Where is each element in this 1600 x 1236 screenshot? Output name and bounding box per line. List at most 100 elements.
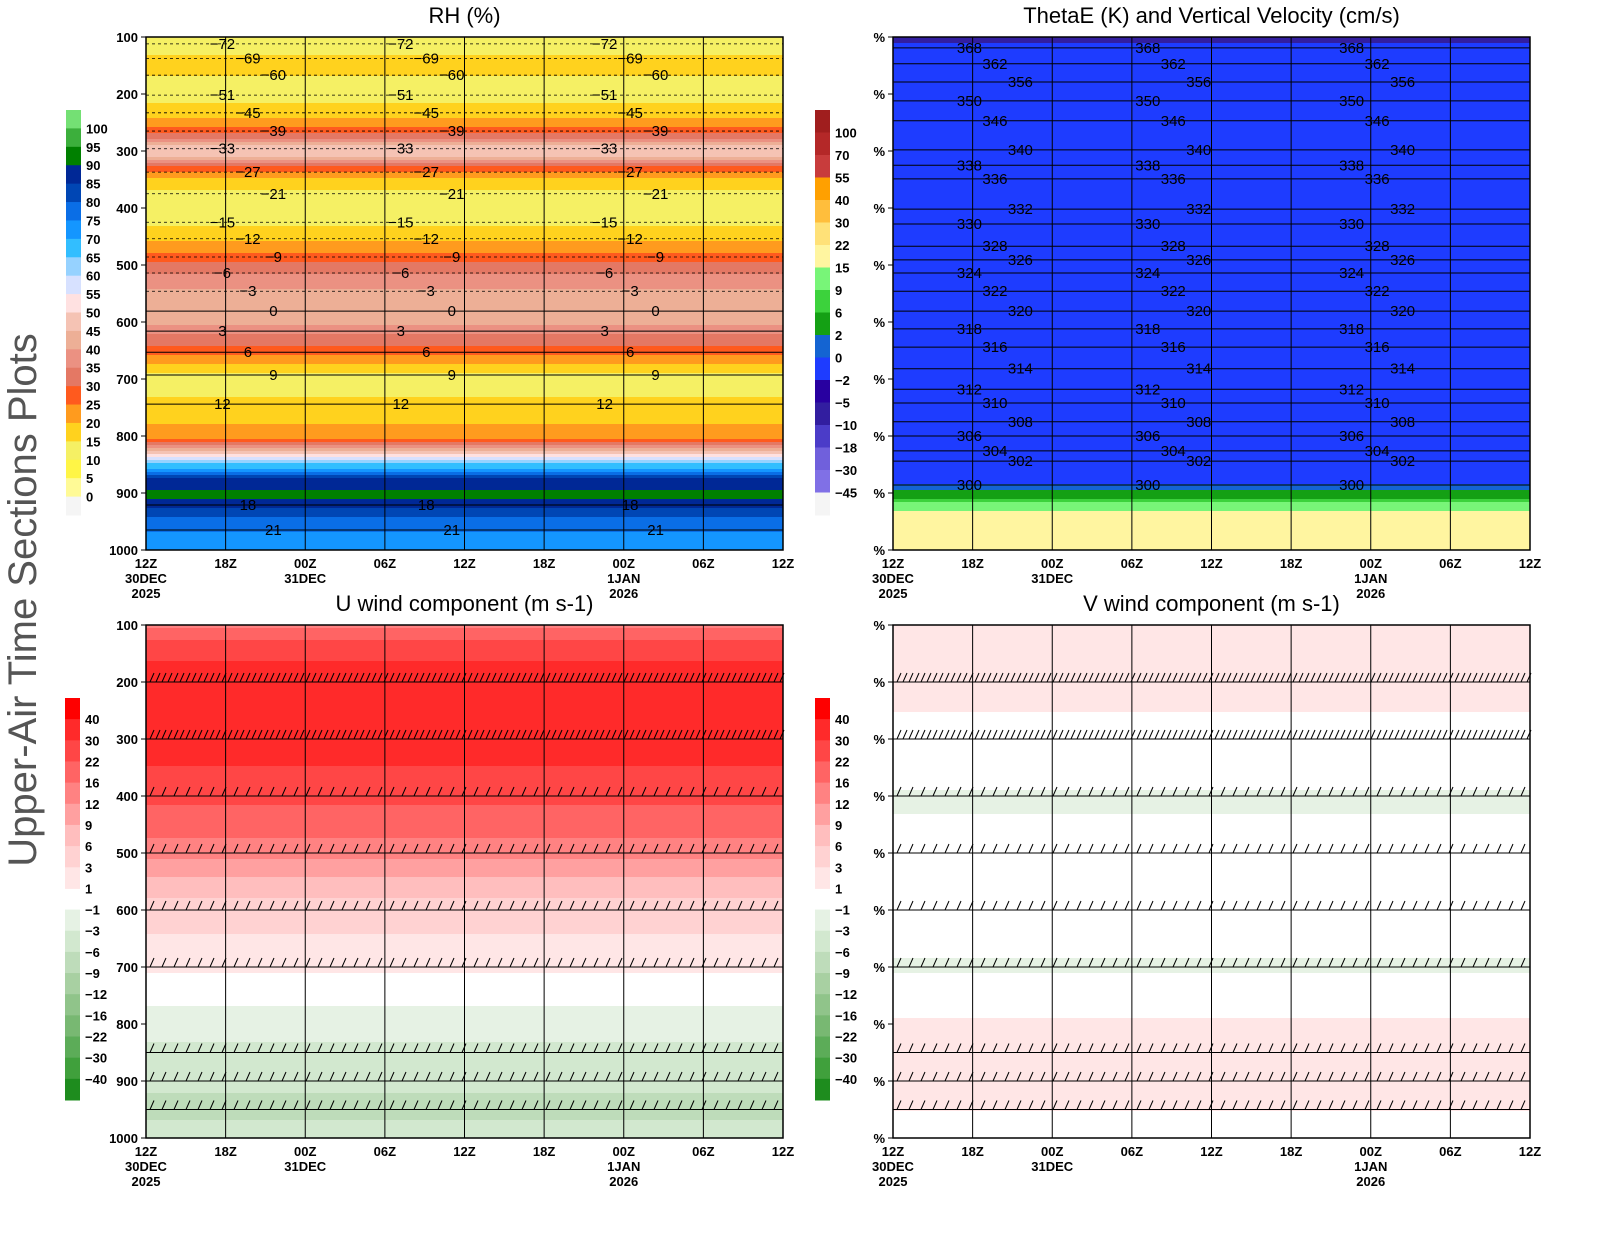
wind-barb [449, 957, 455, 968]
wind-barb [1388, 1071, 1394, 1082]
wind-barb [515, 672, 521, 683]
wind-barb [1232, 672, 1238, 683]
wind-barb [1280, 1043, 1286, 1053]
wind-barb [944, 672, 950, 683]
wind-barb [920, 729, 926, 740]
wind-barb [1346, 672, 1352, 683]
wind-barb [245, 1071, 251, 1082]
y-tick-label: 200 [116, 87, 138, 102]
x-tick-label: 12Z [135, 1144, 157, 1159]
wind-barb [1316, 1100, 1322, 1110]
wind-barb [1460, 843, 1466, 854]
wind-barb [1220, 1100, 1226, 1110]
wind-barb [377, 843, 383, 854]
wind-barb [1088, 900, 1094, 911]
wind-barb [545, 786, 551, 797]
contour-label: 21 [265, 522, 282, 539]
y-tick-label: % [873, 258, 885, 273]
wind-barb [1040, 1043, 1046, 1053]
wind-barb [1484, 672, 1490, 683]
contour-label: 340 [1186, 142, 1211, 159]
wind-barb [269, 1071, 275, 1082]
y-tick-label: 900 [116, 486, 138, 501]
wind-barb [173, 672, 179, 683]
wind-barb [449, 729, 455, 740]
wind-barb [1124, 843, 1130, 854]
wind-barb [401, 843, 407, 854]
wind-barb [713, 1071, 719, 1082]
wind-barb [281, 843, 287, 854]
wind-barb [449, 1043, 455, 1053]
y-tick-label: % [873, 87, 885, 102]
wind-barb [1412, 729, 1418, 740]
colorbar-box [815, 447, 830, 471]
wind-barb [497, 1100, 503, 1110]
wind-barb [1220, 729, 1226, 740]
wind-barb [1064, 1043, 1070, 1053]
wind-barb [1070, 729, 1076, 740]
wind-barb [365, 786, 371, 797]
wind-barb [1436, 729, 1442, 740]
wind-barb [1460, 957, 1466, 968]
wind-barb [317, 1043, 323, 1053]
wind-barb [1520, 900, 1526, 911]
wind-barb [389, 1100, 395, 1110]
wind-barb [491, 729, 497, 740]
contour-label: 308 [1186, 414, 1211, 431]
x-tick-label: 18Z [533, 556, 555, 571]
y-tick-label: % [873, 201, 885, 216]
colorbar-box [66, 330, 81, 350]
colorbar-box [65, 909, 80, 932]
wind-barb [377, 1100, 383, 1110]
wind-barb [281, 786, 287, 797]
wind-barb [329, 843, 335, 854]
wind-barb [1310, 729, 1316, 740]
wind-barb [467, 729, 473, 740]
wind-barb [677, 729, 683, 740]
wind-barb [1292, 843, 1298, 854]
wind-barb [701, 843, 707, 854]
y-tick-label: % [873, 1131, 885, 1146]
colorbar-box [815, 132, 830, 156]
wind-barb [1448, 672, 1454, 683]
contour-label: 306 [957, 428, 982, 445]
contour-label: 350 [1135, 93, 1160, 110]
wind-barb [377, 1043, 383, 1053]
wind-barb [689, 843, 695, 854]
wind-barb [593, 729, 599, 740]
wind-barb [161, 1043, 167, 1053]
wind-barb [992, 672, 998, 683]
wind-barb [149, 1043, 155, 1053]
wind-barb [341, 672, 347, 683]
wind-barb [713, 786, 719, 797]
wind-barb [1418, 729, 1424, 740]
x-tick-label: 2026 [609, 1174, 638, 1189]
wind-barb [545, 843, 551, 854]
wind-barb [980, 672, 986, 683]
wind-barb [245, 672, 251, 683]
wind-barb [1028, 786, 1034, 797]
wind-barb [1472, 729, 1478, 740]
wind-barb [197, 786, 203, 797]
wind-barb [1304, 786, 1310, 797]
colorbar-label: −12 [85, 987, 107, 1002]
wind-barb [1016, 957, 1022, 968]
x-tick-label: 00Z [294, 1144, 316, 1159]
wind-barb [365, 900, 371, 911]
wind-barb [1118, 672, 1124, 683]
wind-barb [1436, 672, 1442, 683]
wind-barb [317, 672, 323, 683]
colorbar-box [815, 267, 830, 291]
wind-barb [1406, 729, 1412, 740]
wind-barb [515, 729, 521, 740]
wind-barb [209, 1071, 215, 1082]
wind-barb [1010, 729, 1016, 740]
x-tick-label: 12Z [453, 556, 475, 571]
wind-barb [1424, 786, 1430, 797]
colorbar-label: 16 [85, 776, 99, 791]
colorbar-box [65, 930, 80, 953]
wind-barb [389, 957, 395, 968]
wind-barb [353, 957, 359, 968]
wind-barb [1472, 1043, 1478, 1053]
